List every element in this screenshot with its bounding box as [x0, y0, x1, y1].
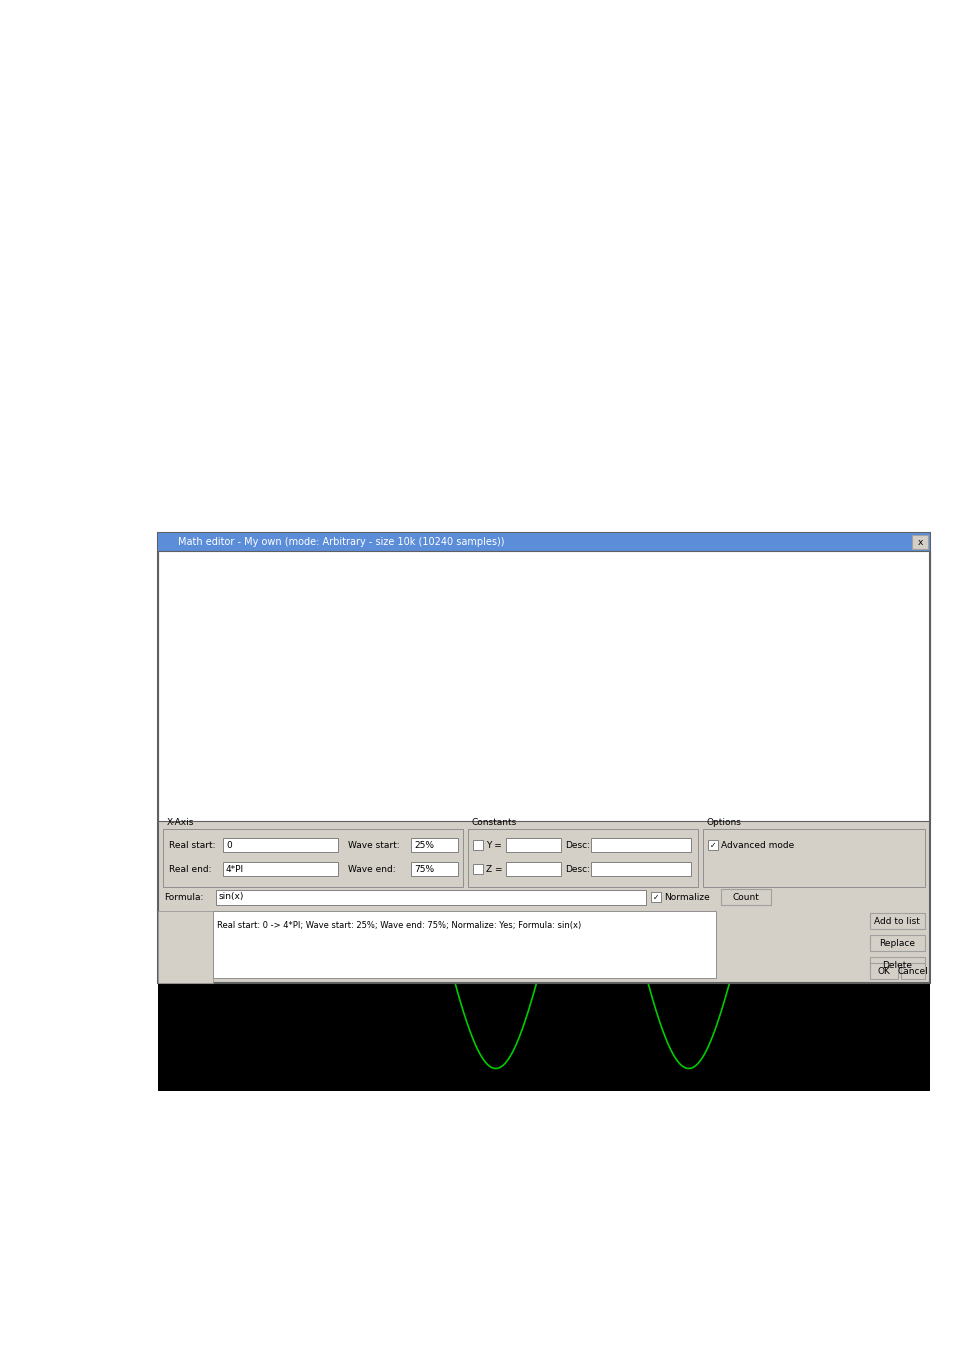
Text: Add to list: Add to list: [873, 917, 919, 926]
Text: Formula:: Formula:: [164, 892, 203, 902]
Text: Count: Count: [732, 892, 759, 902]
Text: 0: 0: [226, 841, 232, 849]
Text: Replace: Replace: [878, 938, 914, 948]
Text: Wave start:: Wave start:: [348, 841, 399, 849]
Text: Options: Options: [706, 818, 741, 828]
Text: Z =: Z =: [485, 864, 502, 873]
Text: Y =: Y =: [485, 841, 501, 849]
Text: 4*PI: 4*PI: [226, 864, 244, 873]
Text: Real start: 0 -> 4*PI; Wave start: 25%; Wave end: 75%; Normalize: Yes; Formula: : Real start: 0 -> 4*PI; Wave start: 25%; …: [216, 921, 580, 930]
Text: Constants: Constants: [472, 818, 517, 828]
Text: ✓: ✓: [652, 892, 659, 902]
Text: Desc:: Desc:: [564, 841, 589, 849]
Text: Delete: Delete: [882, 960, 911, 969]
Text: 25%: 25%: [414, 841, 434, 849]
Text: Real start:: Real start:: [169, 841, 215, 849]
Text: OK: OK: [877, 967, 889, 976]
Text: Advanced mode: Advanced mode: [720, 841, 794, 849]
Text: Wave end:: Wave end:: [348, 864, 395, 873]
Text: Normalize: Normalize: [663, 892, 709, 902]
Text: ✓: ✓: [709, 841, 716, 849]
Text: x: x: [917, 537, 922, 547]
Text: 75%: 75%: [414, 864, 434, 873]
Text: X-Axis: X-Axis: [167, 818, 194, 828]
Text: Math editor - My own (mode: Arbitrary - size 10k (10240 samples)): Math editor - My own (mode: Arbitrary - …: [178, 537, 504, 547]
Text: Desc:: Desc:: [564, 864, 589, 873]
Text: sin(x): sin(x): [219, 892, 244, 902]
Text: Real end:: Real end:: [169, 864, 212, 873]
Text: Cancel: Cancel: [897, 967, 927, 976]
